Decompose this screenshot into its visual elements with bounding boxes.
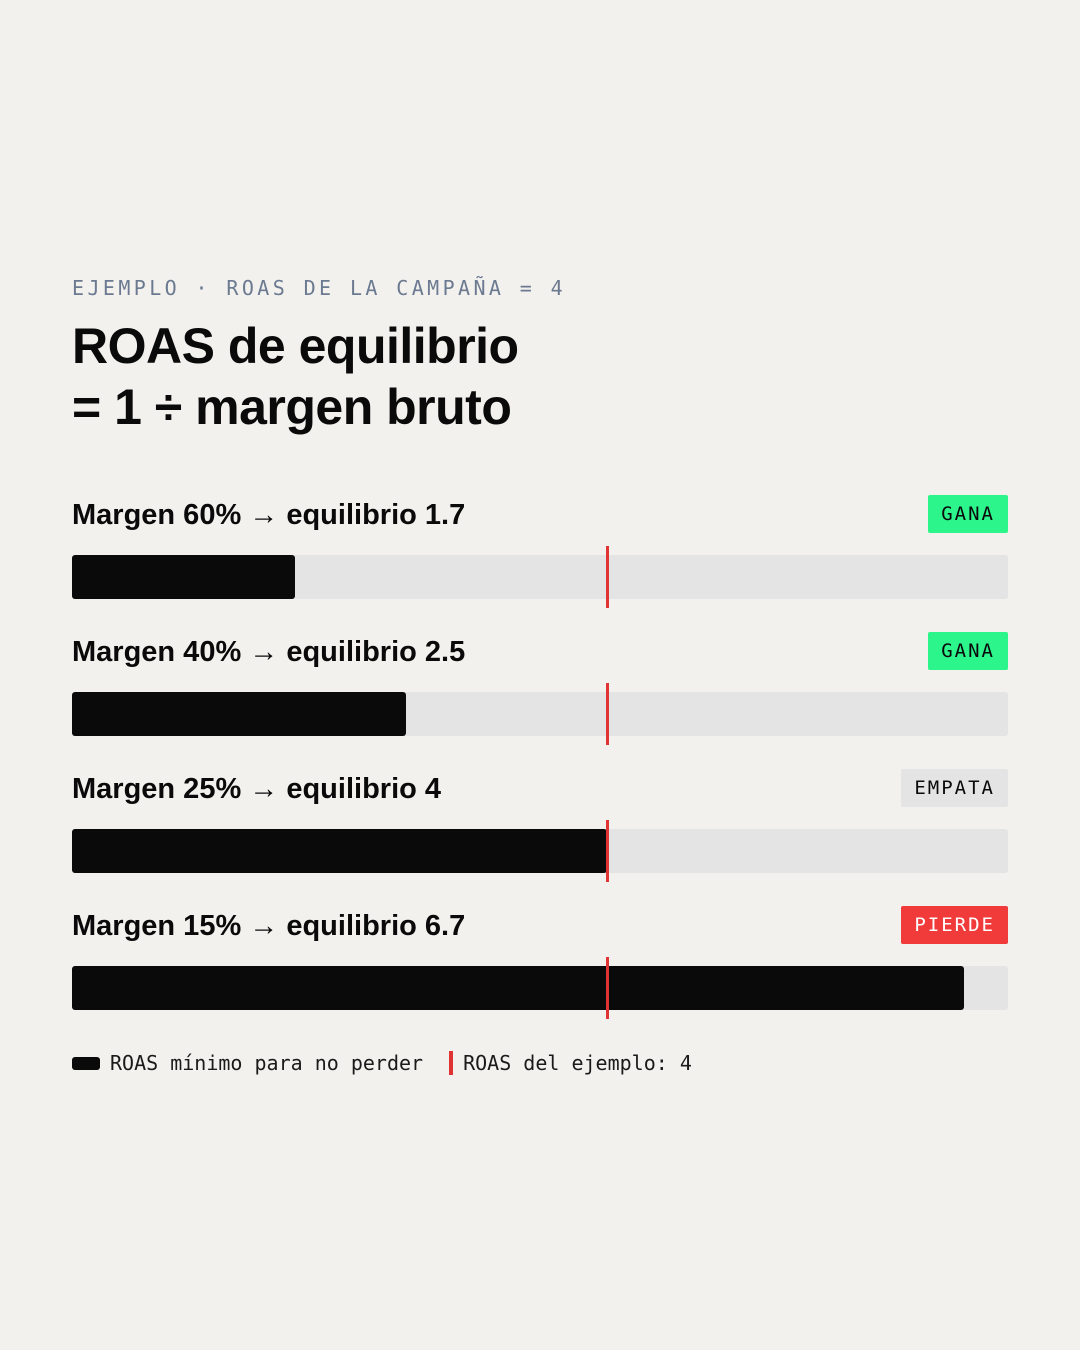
legend-bar-swatch — [72, 1056, 100, 1070]
bar-label: Margen 40% → equilibrio 2.5 — [72, 636, 466, 668]
bar-fill — [72, 692, 406, 736]
bar-rows: Margen 60% → equilibrio 1.7 GANA Margen … — [72, 493, 1008, 1041]
reference-marker — [606, 820, 609, 882]
bar-row-2: Margen 40% → equilibrio 2.5 GANA — [72, 630, 1008, 767]
chart-card: EJEMPLO · ROAS DE LA CAMPAÑA = 4 ROAS de… — [72, 274, 1008, 1041]
bar-fill — [72, 829, 607, 873]
bar-track — [72, 820, 1008, 882]
bar-label: Margen 60% → equilibrio 1.7 — [72, 499, 466, 531]
bar-fill — [72, 555, 295, 599]
bar-row-3: Margen 25% → equilibrio 4 EMPATA — [72, 767, 1008, 904]
reference-marker — [606, 546, 609, 608]
title-line-1: ROAS de equilibrio — [72, 318, 519, 374]
chart-title: ROAS de equilibrio = 1 ÷ margen bruto — [72, 316, 1008, 438]
legend: ROAS mínimo para no perder ROAS del ejem… — [72, 1048, 692, 1078]
status-badge: EMPATA — [901, 769, 1008, 807]
legend-bar-label: ROAS mínimo para no perder — [110, 1051, 424, 1075]
eyebrow-label: EJEMPLO · ROAS DE LA CAMPAÑA = 4 — [72, 276, 567, 300]
bar-track — [72, 957, 1008, 1019]
legend-marker-label: ROAS del ejemplo: 4 — [463, 1051, 692, 1075]
status-badge: PIERDE — [901, 906, 1008, 944]
status-badge: GANA — [928, 632, 1008, 670]
bar-fill — [72, 966, 964, 1010]
bar-track — [72, 683, 1008, 745]
bar-label: Margen 25% → equilibrio 4 — [72, 773, 442, 805]
bar-track — [72, 546, 1008, 608]
bar-row-4: Margen 15% → equilibrio 6.7 PIERDE — [72, 904, 1008, 1041]
bar-label: Margen 15% → equilibrio 6.7 — [72, 910, 466, 942]
legend-marker-swatch — [449, 1051, 454, 1075]
bar-row-1: Margen 60% → equilibrio 1.7 GANA — [72, 493, 1008, 630]
status-badge: GANA — [928, 495, 1008, 533]
title-line-2: = 1 ÷ margen bruto — [72, 379, 512, 435]
reference-marker — [606, 683, 609, 745]
reference-marker — [606, 957, 609, 1019]
